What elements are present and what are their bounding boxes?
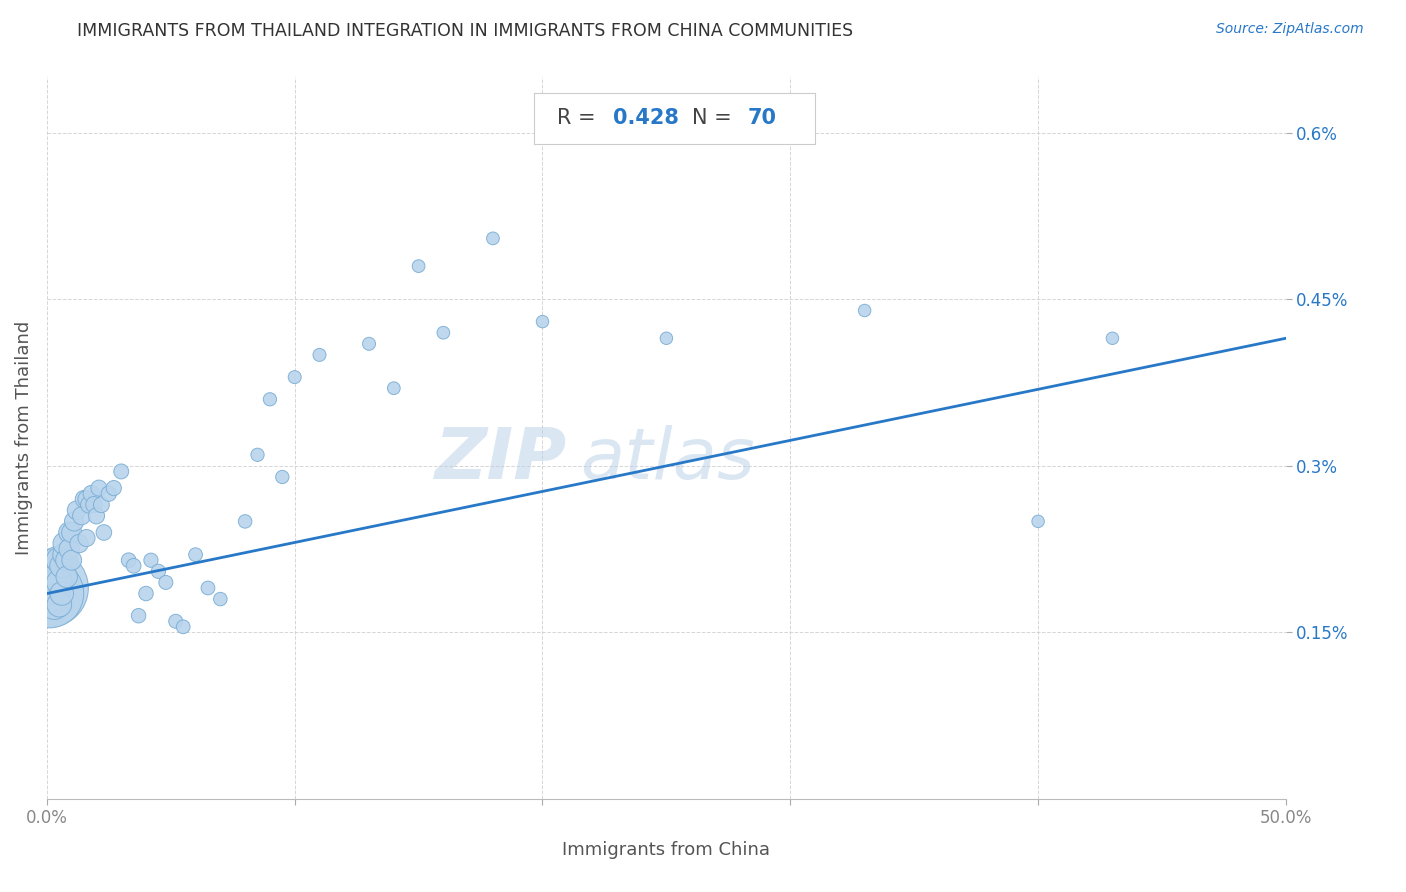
- Point: [76, 531, 98, 545]
- Text: Source: ZipAtlas.com: Source: ZipAtlas.com: [1216, 22, 1364, 37]
- Point: [48, 575, 70, 590]
- Text: atlas: atlas: [579, 425, 754, 494]
- Point: [233, 515, 256, 529]
- Point: [432, 326, 454, 340]
- Point: [83, 498, 105, 512]
- Point: [172, 620, 194, 634]
- Point: [51, 586, 73, 600]
- Text: IMMIGRANTS FROM THAILAND INTEGRATION IN IMMIGRANTS FROM CHINA COMMUNITIES: IMMIGRANTS FROM THAILAND INTEGRATION IN …: [77, 22, 853, 40]
- Point: [1101, 331, 1123, 345]
- Point: [86, 508, 108, 523]
- Point: [655, 331, 678, 345]
- Point: [44, 575, 66, 590]
- Point: [97, 486, 120, 500]
- X-axis label: Immigrants from China: Immigrants from China: [562, 841, 770, 859]
- Point: [38, 586, 60, 600]
- Point: [259, 392, 281, 407]
- Point: [60, 553, 83, 567]
- Point: [45, 570, 67, 584]
- Point: [41, 586, 63, 600]
- Point: [531, 315, 554, 329]
- Point: [118, 553, 141, 567]
- Point: [77, 498, 100, 512]
- Point: [67, 536, 90, 550]
- Point: [55, 553, 77, 567]
- Point: [408, 259, 430, 273]
- Point: [41, 570, 63, 584]
- Point: [58, 542, 80, 557]
- Point: [135, 586, 157, 600]
- Y-axis label: Immigrants from Thailand: Immigrants from Thailand: [15, 321, 32, 556]
- Point: [209, 592, 232, 607]
- Point: [44, 592, 66, 607]
- Point: [58, 525, 80, 540]
- Point: [139, 553, 162, 567]
- Point: [44, 581, 66, 595]
- Point: [103, 481, 125, 495]
- Point: [38, 581, 60, 595]
- Point: [55, 570, 77, 584]
- Point: [853, 303, 876, 318]
- Point: [482, 231, 505, 245]
- Point: [110, 465, 132, 479]
- Point: [284, 370, 307, 384]
- Point: [128, 608, 150, 623]
- Text: R =: R =: [557, 109, 602, 128]
- Point: [45, 553, 67, 567]
- Point: [65, 503, 87, 517]
- Point: [63, 515, 86, 529]
- Point: [48, 553, 70, 567]
- Point: [53, 536, 76, 550]
- Point: [90, 498, 112, 512]
- Point: [41, 575, 63, 590]
- Point: [246, 448, 269, 462]
- Point: [93, 525, 115, 540]
- Point: [197, 581, 219, 595]
- Point: [48, 598, 70, 612]
- Point: [184, 548, 207, 562]
- Point: [382, 381, 405, 395]
- Point: [60, 525, 83, 540]
- Point: [76, 492, 98, 507]
- Point: [44, 598, 66, 612]
- Point: [51, 558, 73, 573]
- Point: [45, 575, 67, 590]
- Point: [155, 575, 177, 590]
- Text: N =: N =: [692, 109, 738, 128]
- Point: [70, 508, 93, 523]
- Point: [148, 565, 170, 579]
- Point: [122, 558, 145, 573]
- Point: [271, 470, 294, 484]
- Point: [73, 492, 96, 507]
- Point: [87, 481, 110, 495]
- Point: [165, 614, 187, 628]
- Point: [357, 336, 380, 351]
- Text: 0.428: 0.428: [613, 109, 679, 128]
- Point: [308, 348, 330, 362]
- Point: [1026, 515, 1049, 529]
- Point: [53, 548, 76, 562]
- Text: 70: 70: [748, 109, 778, 128]
- Point: [80, 486, 103, 500]
- Text: ZIP: ZIP: [434, 425, 567, 494]
